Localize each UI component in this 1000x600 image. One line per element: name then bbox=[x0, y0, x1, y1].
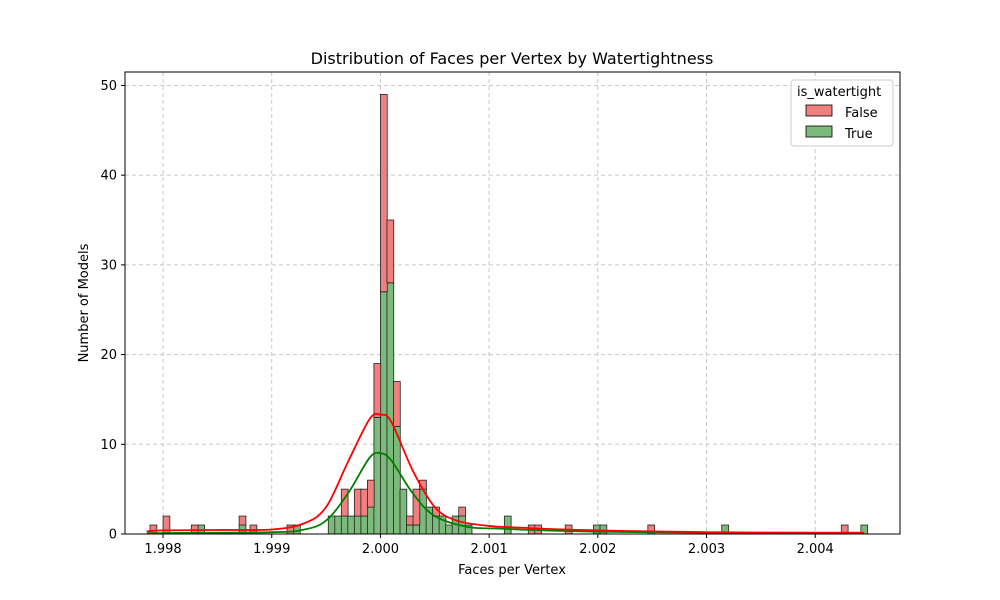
bar-true bbox=[347, 515, 356, 535]
x-tick-label: 2.002 bbox=[579, 542, 616, 557]
legend-label-true: True bbox=[844, 127, 873, 142]
bar-false bbox=[373, 363, 382, 418]
y-axis-ticks: 0 10 20 30 40 50 bbox=[100, 79, 125, 543]
legend-label-false: False bbox=[845, 106, 878, 121]
bar-true bbox=[399, 488, 408, 535]
legend-swatch-false bbox=[805, 104, 833, 117]
y-tick-label: 40 bbox=[100, 169, 117, 184]
x-tick-label: 2.003 bbox=[688, 542, 725, 557]
bar-false bbox=[360, 488, 369, 517]
bar-false bbox=[366, 479, 375, 508]
bar-true bbox=[334, 515, 342, 535]
kde-line-false bbox=[146, 412, 865, 534]
plot-frame bbox=[124, 71, 901, 535]
x-axis-ticks: 1.998 1.999 2.000 2.001 2.002 2.003 2.004 bbox=[144, 534, 834, 557]
y-tick-label: 20 bbox=[100, 348, 117, 363]
x-tick-label: 1.999 bbox=[253, 542, 290, 557]
y-tick-label: 10 bbox=[100, 438, 117, 453]
bar-false bbox=[162, 515, 171, 535]
bar-false bbox=[393, 381, 401, 427]
bar-false bbox=[412, 488, 421, 526]
bar-false bbox=[353, 488, 362, 517]
x-tick-label: 2.004 bbox=[797, 542, 834, 557]
bar-true bbox=[386, 282, 395, 535]
bar-true bbox=[353, 515, 362, 535]
bar-true bbox=[373, 416, 382, 535]
bar-true bbox=[340, 515, 349, 535]
bar-false bbox=[238, 515, 247, 526]
bar-false bbox=[380, 94, 388, 293]
x-tick-label: 2.000 bbox=[362, 542, 399, 557]
y-axis-label: Number of Models bbox=[77, 243, 92, 362]
bar-false bbox=[458, 506, 466, 517]
bar-true bbox=[445, 524, 453, 535]
bar-true bbox=[393, 425, 401, 535]
bar-true bbox=[366, 506, 375, 535]
bar-true bbox=[380, 291, 388, 535]
chart-title: Distribution of Faces per Vertex by Wate… bbox=[311, 49, 714, 68]
bar-true bbox=[406, 524, 414, 535]
bar-true bbox=[360, 515, 369, 535]
x-tick-label: 1.998 bbox=[144, 542, 181, 557]
y-tick-label: 50 bbox=[100, 79, 117, 94]
bar-false bbox=[406, 515, 414, 526]
legend: is_watertight False True bbox=[790, 79, 894, 147]
y-tick-label: 30 bbox=[100, 258, 117, 273]
x-axis-label: Faces per Vertex bbox=[458, 563, 566, 578]
bar-true bbox=[503, 515, 512, 535]
x-tick-label: 2.001 bbox=[471, 542, 508, 557]
kde-line-true bbox=[146, 451, 865, 535]
y-tick-label: 0 bbox=[109, 528, 117, 543]
grid-lines bbox=[125, 72, 900, 535]
histogram-bars bbox=[149, 94, 869, 535]
bar-true bbox=[419, 488, 427, 535]
legend-title: is_watertight bbox=[797, 85, 881, 100]
bar-true bbox=[412, 524, 421, 535]
kde-curves bbox=[146, 412, 865, 535]
bar-false bbox=[386, 219, 395, 284]
legend-swatch-true bbox=[805, 125, 833, 138]
